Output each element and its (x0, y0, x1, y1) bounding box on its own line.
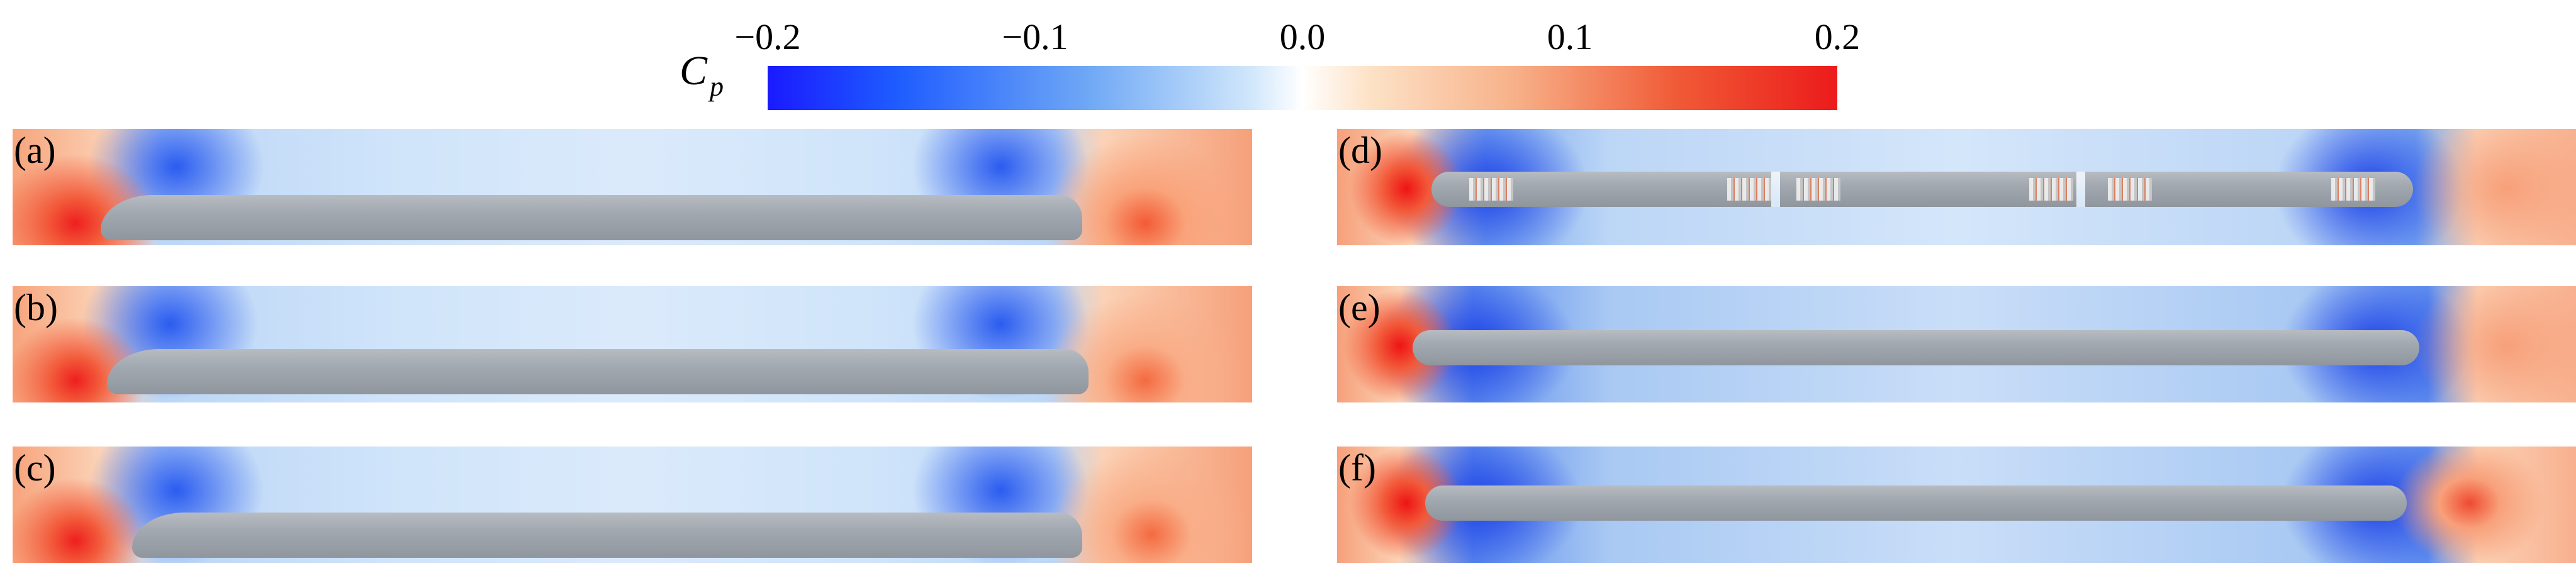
panel-label: (c) (14, 447, 56, 489)
bogie (2108, 178, 2152, 201)
train-body (107, 349, 1089, 394)
train-body (1425, 485, 2407, 521)
colorbar-tick: 0.0 (1279, 16, 1326, 57)
train-body (1431, 172, 2413, 207)
bogie (1469, 178, 1513, 201)
panel-a: (a) (13, 129, 1252, 245)
train-body (101, 195, 1082, 240)
panel-label: (d) (1338, 130, 1382, 171)
colorbar-tick: −0.2 (734, 16, 801, 57)
bogie (2029, 178, 2073, 201)
panel-label: (b) (14, 287, 58, 328)
panel-label: (a) (14, 130, 56, 171)
colorbar-title-subscript: p (710, 71, 724, 102)
colorbar-title: Cp (680, 47, 724, 102)
panel-label: (f) (1338, 447, 1376, 489)
panel-b: (b) (13, 286, 1252, 402)
bogie (2331, 178, 2375, 201)
car-gap (2076, 172, 2085, 207)
colorbar-gradient: −0.2 −0.1 0.0 0.1 0.2 (734, 16, 1860, 110)
panel-c: (c) (13, 447, 1252, 563)
panel-e: (e) (1337, 286, 2576, 402)
colorbar-title-main: C (680, 48, 708, 94)
bogie (1727, 178, 1771, 201)
panel-d: (d) (1337, 129, 2576, 245)
panel-f: (f) (1337, 447, 2576, 563)
colorbar-tick: −0.1 (1002, 16, 1068, 57)
colorbar-tick: 0.2 (1814, 16, 1861, 57)
bogie (1796, 178, 1840, 201)
colorbar-tick: 0.1 (1547, 16, 1593, 57)
train-body (1413, 330, 2419, 365)
panel-label: (e) (1338, 287, 1380, 328)
colorbar: Cp −0.2 −0.1 0.0 0.1 0.2 (654, 13, 1860, 113)
car-gap (1771, 172, 1780, 207)
train-body (132, 513, 1082, 558)
